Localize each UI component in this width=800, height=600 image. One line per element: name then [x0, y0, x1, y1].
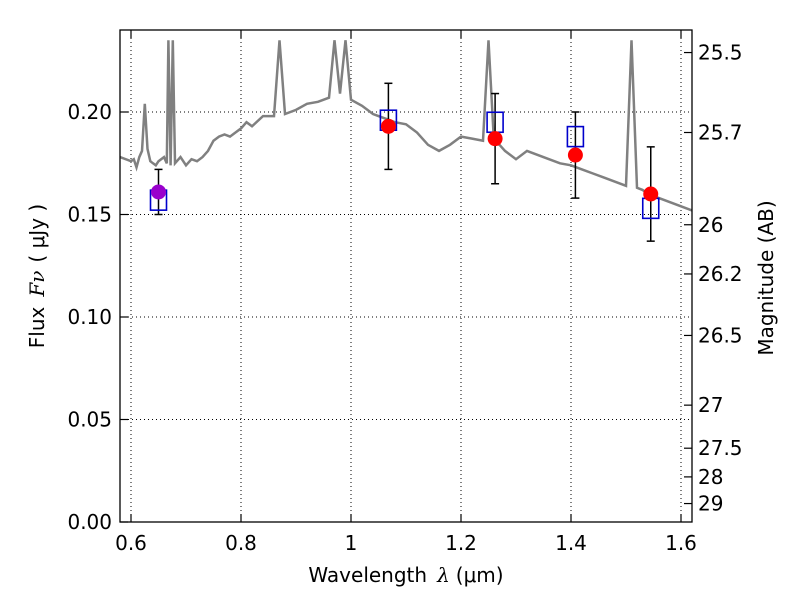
- x-tick-label: 1.2: [445, 531, 477, 555]
- y-axis-label: FluxFν( μJy ): [25, 204, 49, 348]
- y-axis-ticks: 0.00 0.05 0.10 0.15 0.20: [67, 100, 128, 534]
- y-tick-label: 0.10: [67, 305, 112, 329]
- x-axis-label: Wavelength λ (μm): [308, 563, 503, 587]
- observed-photometry-point: [380, 118, 396, 134]
- x-tick-label: 0.6: [115, 531, 147, 555]
- right-y-tick-label: 29: [698, 492, 723, 516]
- x-axis-ticks: 0.6 0.8 1 1.2 1.4 1.6: [115, 30, 697, 555]
- y-tick-label: 0.20: [67, 100, 112, 124]
- model-spectrum-line: [120, 40, 692, 212]
- right-y-axis-label: Magnitude (AB): [754, 200, 778, 355]
- plot-frame: [119, 29, 693, 523]
- y-tick-label: 0.15: [67, 203, 112, 227]
- right-y-tick-label: 27: [698, 393, 723, 417]
- x-tick-label: 1.4: [555, 531, 587, 555]
- right-y-tick-label: 27.5: [698, 436, 743, 460]
- x-tick-label: 1.6: [665, 531, 697, 555]
- y-tick-label: 0.05: [67, 408, 112, 432]
- model-photometry-square: [566, 125, 585, 148]
- observed-photometry-point: [567, 147, 583, 163]
- right-y-tick-label: 25.5: [698, 41, 743, 65]
- right-y-tick-label: 26.5: [698, 323, 743, 347]
- observed-photometry-point: [151, 184, 166, 200]
- right-y-axis-ticks: 25.5 25.7 26 26.2 26.5 27 27.5 28 29: [684, 41, 743, 516]
- observed-photometry-point: [643, 186, 659, 202]
- grid: [120, 30, 692, 523]
- x-tick-label: 0.8: [225, 531, 257, 555]
- x-tick-label: 1: [345, 531, 358, 555]
- observed-photometry-point: [487, 131, 503, 147]
- right-y-tick-label: 25.7: [698, 121, 743, 145]
- right-y-tick-label: 26: [698, 213, 723, 237]
- right-y-tick-label: 28: [698, 465, 723, 489]
- y-tick-label: 0.00: [67, 510, 112, 534]
- error-bars: [154, 82, 655, 242]
- right-y-tick-label: 26.2: [698, 262, 743, 286]
- observed-photometry-points: [151, 118, 659, 202]
- model-photometry-points: [149, 109, 660, 220]
